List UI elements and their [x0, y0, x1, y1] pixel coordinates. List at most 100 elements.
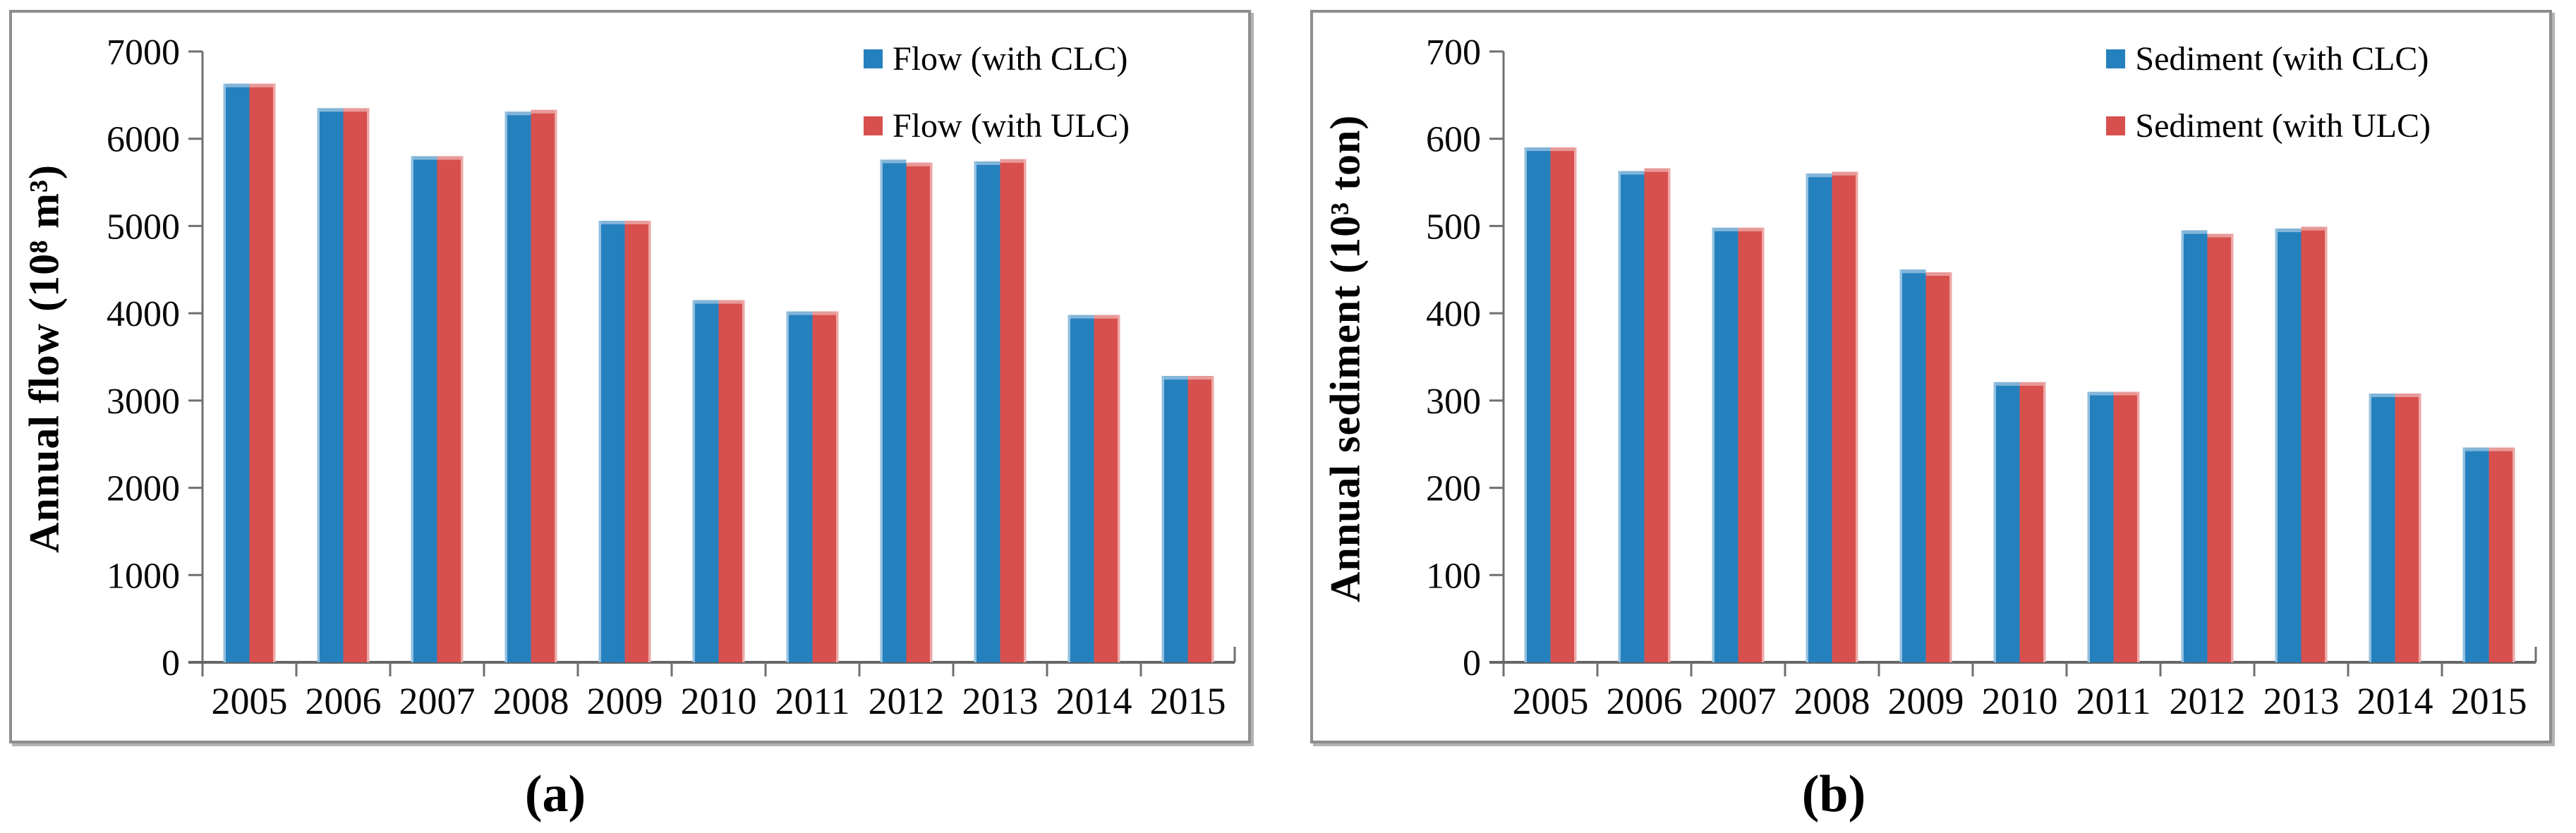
x-tick-label: 2006 — [306, 680, 382, 722]
bar-highlight — [1925, 272, 1952, 276]
bar-highlight — [1762, 227, 1765, 663]
y-tick-label: 200 — [1426, 469, 1481, 509]
bar-highlight — [1524, 147, 1551, 152]
bar-highlight — [2275, 229, 2278, 662]
bar-highlight — [2489, 447, 2515, 451]
chart-b-svg: 0 100 200 300 400 500 600 700 2005 2006 2007 2008 20… — [1426, 32, 2537, 722]
bar-highlight — [1524, 147, 1527, 663]
bar-highlight — [930, 162, 933, 662]
bar-2012-s0 — [2181, 230, 2208, 663]
y-tick-label: 0 — [162, 643, 180, 683]
bar-2005-s1 — [1550, 147, 1577, 663]
bar-highlight — [1068, 315, 1070, 662]
bar-highlight — [598, 221, 625, 225]
bar-highlight — [692, 300, 719, 304]
bar-2005-s0 — [223, 83, 250, 662]
bar-highlight — [2087, 391, 2114, 396]
legend-item-flow-ulc: Flow (with ULC) — [864, 107, 1130, 145]
bar-highlight — [411, 156, 413, 662]
bar-highlight — [367, 108, 370, 662]
bar-highlight — [2301, 226, 2328, 231]
bar-highlight — [273, 83, 276, 662]
bar-highlight — [2181, 230, 2208, 234]
bar-2015-s1 — [2489, 447, 2515, 662]
bar-highlight — [692, 300, 695, 663]
bar-highlight — [2462, 447, 2489, 451]
x-tick-label: 2014 — [1056, 680, 1132, 722]
bar-highlight — [249, 83, 276, 87]
x-tick-label: 2008 — [1794, 680, 1870, 722]
y-tick-label: 3000 — [107, 382, 180, 422]
bar-highlight — [1024, 159, 1027, 663]
bar-highlight — [1806, 174, 1808, 662]
bar-highlight — [2207, 233, 2234, 238]
bar-highlight — [2113, 391, 2140, 396]
bar-highlight — [1574, 147, 1577, 663]
chart-panel-b: 0 100 200 300 400 500 600 700 2005 2006 2007 2008 20… — [1310, 10, 2552, 743]
bar-2014-s1 — [1094, 315, 1120, 662]
bar-highlight — [1738, 227, 1765, 231]
bar-2007-s1 — [437, 156, 464, 662]
bar-highlight — [742, 300, 745, 663]
bar-highlight — [2087, 391, 2090, 662]
bar-highlight — [786, 311, 813, 315]
panel-caption-a: (a) — [524, 765, 586, 823]
bar-highlight — [2231, 233, 2234, 662]
y-tick-label: 7000 — [107, 32, 180, 73]
x-tick-label: 2015 — [2451, 680, 2527, 722]
bar-2008-s0 — [504, 111, 531, 662]
bar-highlight — [1068, 315, 1094, 319]
bar-highlight — [411, 156, 437, 160]
panel-caption-b: (b) — [1801, 765, 1866, 823]
x-tick-label: 2010 — [1982, 680, 2058, 722]
bar-highlight — [1806, 174, 1832, 178]
bar-2005-s0 — [1524, 147, 1551, 663]
bar-highlight — [504, 111, 507, 662]
bar-2010-s0 — [692, 300, 719, 663]
x-tick-label: 2007 — [1700, 680, 1777, 722]
legend-swatch-flow-clc-icon — [864, 49, 883, 68]
bar-highlight — [531, 109, 557, 114]
bar-highlight — [1993, 382, 2020, 386]
bar-highlight — [1161, 376, 1188, 380]
chart-a-svg: 0 1000 2000 3000 4000 5000 6000 7000 2005 2006 200… — [107, 32, 1236, 722]
legend-a: Flow (with CLC) Flow (with ULC) — [864, 39, 1130, 145]
bar-highlight — [223, 83, 250, 87]
legend-label-sediment-clc: Sediment (with CLC) — [2135, 40, 2429, 78]
x-tick-label: 2013 — [962, 680, 1039, 722]
bar-highlight — [624, 221, 651, 225]
x-tick-label: 2014 — [2357, 680, 2433, 722]
x-tick-label: 2010 — [681, 680, 757, 722]
y-tick-label: 4000 — [107, 294, 180, 334]
x-tick-label: 2015 — [1150, 680, 1226, 722]
x-tick-label: 2011 — [2076, 680, 2151, 722]
legend-swatch-sediment-clc-icon — [2106, 49, 2126, 68]
bar-highlight — [1712, 227, 1739, 231]
bar-2008-s1 — [1832, 171, 1858, 662]
bar-highlight — [2369, 393, 2371, 662]
bar-2012-s1 — [2207, 233, 2234, 662]
x-tick-label: 2005 — [1513, 680, 1589, 722]
bar-2011-s1 — [812, 311, 839, 662]
bar-2010-s1 — [718, 300, 745, 663]
bar-2008-s1 — [531, 109, 557, 663]
bar-highlight — [836, 311, 839, 662]
bar-highlight — [786, 311, 789, 662]
bar-highlight — [1000, 159, 1027, 163]
legend-b: Sediment (with CLC) Sediment (with ULC) — [2106, 39, 2431, 145]
bar-2012-s0 — [880, 159, 907, 663]
bar-highlight — [2395, 393, 2421, 397]
bar-highlight — [2419, 393, 2421, 662]
bar-highlight — [812, 311, 839, 315]
bar-highlight — [1832, 171, 1858, 176]
bar-highlight — [718, 300, 745, 304]
legend-swatch-sediment-ulc-icon — [2106, 116, 2126, 135]
x-tick-label: 2009 — [1888, 680, 1964, 722]
bar-highlight — [2325, 226, 2328, 662]
bar-2006-s0 — [317, 108, 344, 662]
bar-highlight — [974, 161, 1000, 165]
bar-2011-s1 — [2113, 391, 2140, 662]
bar-2015-s1 — [1187, 376, 1214, 662]
bar-highlight — [1187, 376, 1214, 380]
bar-2007-s0 — [1712, 227, 1739, 663]
